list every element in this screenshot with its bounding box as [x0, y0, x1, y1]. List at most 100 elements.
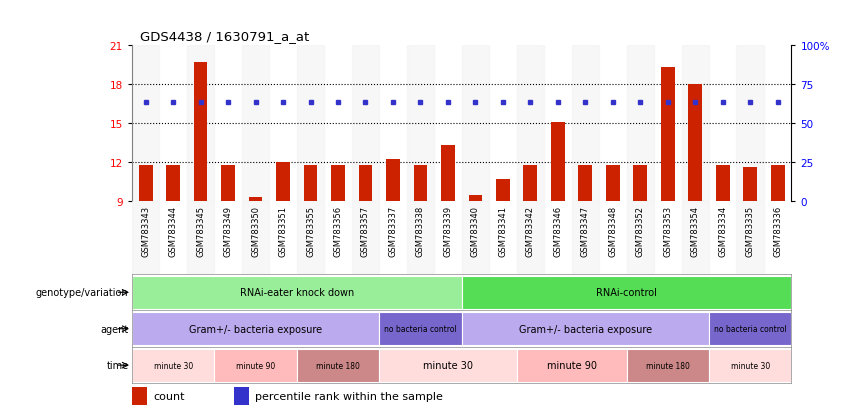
- Bar: [743, 168, 757, 202]
- Text: GSM783343: GSM783343: [141, 205, 150, 256]
- Bar: [297, 45, 324, 202]
- Bar: [407, 45, 434, 202]
- Text: GSM783334: GSM783334: [718, 205, 728, 256]
- Bar: [187, 45, 214, 202]
- Bar: [626, 349, 709, 382]
- Text: GSM783346: GSM783346: [553, 205, 563, 256]
- Text: GSM783336: GSM783336: [774, 205, 782, 256]
- Text: GSM783355: GSM783355: [306, 205, 315, 256]
- Bar: [496, 180, 510, 202]
- Text: count: count: [153, 391, 185, 401]
- Bar: [736, 202, 764, 274]
- Bar: [572, 45, 599, 202]
- Text: GSM783344: GSM783344: [168, 205, 178, 256]
- Text: GSM783350: GSM783350: [251, 205, 260, 256]
- Bar: [132, 313, 380, 345]
- Text: GSM783347: GSM783347: [581, 205, 590, 256]
- Bar: [517, 202, 544, 274]
- Bar: [297, 202, 324, 274]
- Text: Gram+/- bacteria exposure: Gram+/- bacteria exposure: [189, 324, 323, 334]
- Bar: [132, 387, 147, 405]
- Text: GSM783353: GSM783353: [663, 205, 672, 256]
- Bar: [709, 349, 791, 382]
- Bar: [461, 276, 791, 309]
- Text: GSM783356: GSM783356: [334, 205, 342, 256]
- Text: genotype/variation: genotype/variation: [36, 287, 129, 297]
- Bar: [626, 45, 654, 202]
- Bar: [132, 276, 461, 309]
- Text: GSM783342: GSM783342: [526, 205, 535, 256]
- Bar: [682, 202, 709, 274]
- Bar: [461, 313, 709, 345]
- Bar: [626, 202, 654, 274]
- Bar: [414, 165, 427, 202]
- Bar: [771, 165, 785, 202]
- Text: percentile rank within the sample: percentile rank within the sample: [255, 391, 443, 401]
- Bar: [709, 313, 791, 345]
- Bar: [166, 165, 180, 202]
- Bar: [462, 45, 489, 202]
- Text: GDS4438 / 1630791_a_at: GDS4438 / 1630791_a_at: [140, 31, 310, 43]
- Bar: [242, 202, 269, 274]
- Text: minute 30: minute 30: [731, 361, 770, 370]
- Bar: [688, 85, 702, 202]
- Bar: [351, 202, 380, 274]
- Bar: [380, 313, 462, 345]
- Bar: [572, 202, 599, 274]
- Bar: [517, 349, 626, 382]
- Text: GSM783345: GSM783345: [196, 205, 205, 256]
- Bar: [248, 198, 262, 202]
- Bar: [132, 349, 214, 382]
- Text: GSM783335: GSM783335: [745, 205, 755, 256]
- Bar: [386, 160, 400, 202]
- Bar: [606, 165, 620, 202]
- Bar: [716, 165, 729, 202]
- Bar: [297, 349, 380, 382]
- Text: Gram+/- bacteria exposure: Gram+/- bacteria exposure: [519, 324, 652, 334]
- Bar: [304, 165, 317, 202]
- Text: GSM783357: GSM783357: [361, 205, 370, 256]
- Text: minute 90: minute 90: [546, 360, 597, 370]
- Text: RNAi-control: RNAi-control: [596, 287, 657, 297]
- Bar: [187, 202, 214, 274]
- Bar: [461, 202, 489, 274]
- Text: no bacteria control: no bacteria control: [384, 325, 457, 333]
- Bar: [132, 202, 159, 274]
- Text: agent: agent: [100, 324, 129, 334]
- Text: RNAi-eater knock down: RNAi-eater knock down: [240, 287, 354, 297]
- Bar: [380, 349, 517, 382]
- Bar: [523, 165, 537, 202]
- Text: minute 180: minute 180: [316, 361, 360, 370]
- Bar: [469, 195, 483, 202]
- Text: GSM783337: GSM783337: [388, 205, 397, 256]
- Bar: [441, 146, 454, 202]
- Text: GSM783349: GSM783349: [224, 205, 232, 256]
- Text: GSM783352: GSM783352: [636, 205, 645, 256]
- Bar: [234, 387, 249, 405]
- Bar: [221, 165, 235, 202]
- Bar: [579, 165, 592, 202]
- Bar: [633, 165, 647, 202]
- Bar: [351, 45, 380, 202]
- Bar: [132, 45, 159, 202]
- Text: GSM783354: GSM783354: [691, 205, 700, 256]
- Bar: [242, 45, 269, 202]
- Text: time: time: [106, 360, 129, 370]
- Bar: [407, 202, 434, 274]
- Text: GSM783341: GSM783341: [499, 205, 507, 256]
- Bar: [277, 163, 290, 202]
- Bar: [682, 45, 709, 202]
- Text: GSM783339: GSM783339: [443, 205, 453, 256]
- Text: no bacteria control: no bacteria control: [714, 325, 786, 333]
- Bar: [358, 165, 373, 202]
- Text: minute 30: minute 30: [153, 361, 192, 370]
- Text: minute 180: minute 180: [646, 361, 689, 370]
- Bar: [194, 62, 208, 202]
- Text: minute 30: minute 30: [423, 360, 473, 370]
- Bar: [736, 45, 764, 202]
- Bar: [661, 68, 675, 202]
- Text: GSM783351: GSM783351: [278, 205, 288, 256]
- Bar: [139, 165, 152, 202]
- Text: GSM783340: GSM783340: [471, 205, 480, 256]
- Text: minute 90: minute 90: [236, 361, 275, 370]
